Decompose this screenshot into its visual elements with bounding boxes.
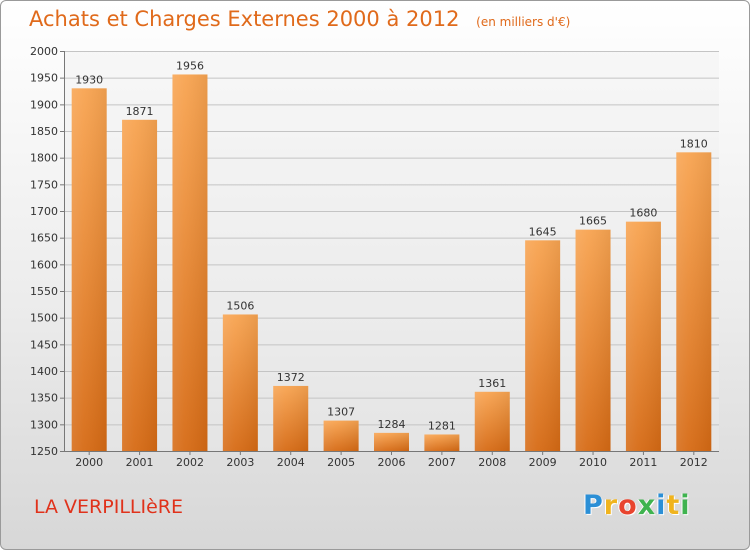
bar-shade: [424, 434, 460, 451]
x-tick-label: 2001: [126, 456, 154, 469]
y-tick-label: 1400: [30, 365, 58, 378]
bar-value-label: 1645: [529, 225, 557, 238]
x-tick-label: 2005: [327, 456, 355, 469]
bar-value-label: 1871: [126, 105, 154, 118]
bar-shade: [273, 385, 309, 451]
x-tick-label: 2011: [629, 456, 657, 469]
chart-subtitle: (en milliers d'€): [476, 15, 571, 29]
chart-title: Achats et Charges Externes 2000 à 2012 (…: [29, 7, 570, 31]
chart-title-text: Achats et Charges Externes 2000 à 2012: [29, 7, 460, 31]
bar-value-label: 1361: [478, 377, 506, 390]
x-tick-label: 2010: [579, 456, 607, 469]
bar-value-label: 1284: [378, 418, 406, 431]
bar-shade: [122, 119, 158, 452]
bar-shade: [625, 221, 661, 451]
y-tick-label: 1950: [30, 72, 58, 85]
axes: [60, 51, 719, 455]
bar-shade: [222, 314, 258, 451]
proxiti-logo: Proxiti: [583, 490, 691, 521]
logo-letter: o: [618, 490, 638, 521]
bar-value-label: 1665: [579, 215, 607, 228]
bar-shade: [474, 391, 510, 451]
x-tick-label: 2000: [75, 456, 103, 469]
x-tick-label: 2003: [226, 456, 254, 469]
y-tick-label: 1800: [30, 152, 58, 165]
bar-value-label: 1281: [428, 419, 456, 432]
x-tick-label: 2012: [680, 456, 708, 469]
y-tick-label: 1350: [30, 392, 58, 405]
bar-value-label: 1956: [176, 59, 204, 72]
bar-shade: [525, 240, 561, 451]
commune-name: LA VERPILLIèRE: [34, 496, 183, 518]
y-tick-label: 1600: [30, 258, 58, 271]
bar-value-label: 1307: [327, 406, 355, 419]
y-tick-label: 1250: [30, 445, 58, 458]
bar-shade: [676, 152, 712, 452]
logo-letter: P: [583, 490, 604, 521]
y-tick-label: 2000: [30, 45, 58, 58]
x-tick-label: 2004: [277, 456, 305, 469]
bar-shade: [575, 229, 611, 451]
logo-letter: x: [637, 490, 657, 521]
logo-letter: i: [656, 490, 667, 521]
gridlines: [64, 51, 719, 452]
bar-value-label: 1506: [226, 299, 254, 312]
bar-shade: [323, 420, 359, 451]
bar-shade: [172, 74, 208, 451]
labels: 1250 1300 1350 1400 1450 1500 1550 1600 1650 1700…: [30, 45, 708, 469]
logo-letter: t: [666, 490, 681, 521]
x-tick-label: 2008: [478, 456, 506, 469]
y-tick-label: 1450: [30, 338, 58, 351]
bar-shade: [71, 88, 107, 451]
bar-shade: [374, 432, 409, 451]
y-tick-label: 1700: [30, 205, 58, 218]
bar-value-label: 1680: [629, 207, 657, 220]
bar-value-label: 1930: [75, 73, 103, 86]
bar-value-label: 1810: [680, 137, 708, 150]
logo-letter: i: [680, 490, 691, 521]
y-tick-label: 1650: [30, 232, 58, 245]
bar-value-label: 1372: [277, 371, 305, 384]
logo-letter: r: [603, 490, 619, 521]
y-tick-label: 1300: [30, 418, 58, 431]
y-tick-label: 1900: [30, 98, 58, 111]
plot-area: [64, 51, 719, 451]
x-tick-label: 2007: [428, 456, 456, 469]
y-tick-label: 1550: [30, 285, 58, 298]
x-tick-label: 2009: [529, 456, 557, 469]
y-tick-label: 1750: [30, 178, 58, 191]
x-tick-label: 2006: [378, 456, 406, 469]
x-tick-label: 2002: [176, 456, 204, 469]
y-tick-label: 1500: [30, 312, 58, 325]
bars: [71, 74, 712, 452]
y-tick-label: 1850: [30, 125, 58, 138]
